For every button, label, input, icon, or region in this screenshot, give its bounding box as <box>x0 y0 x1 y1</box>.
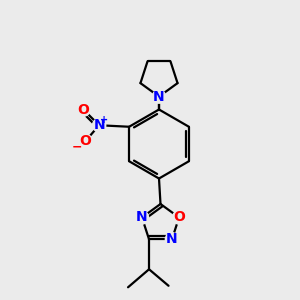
Text: O: O <box>80 134 92 148</box>
Text: O: O <box>173 211 185 224</box>
Text: −: − <box>72 140 83 153</box>
Text: N: N <box>136 211 148 224</box>
Circle shape <box>135 211 148 224</box>
Text: N: N <box>166 232 178 246</box>
Circle shape <box>79 134 92 148</box>
Circle shape <box>172 211 186 224</box>
Circle shape <box>77 103 90 116</box>
Text: N: N <box>153 90 165 104</box>
Text: +: + <box>100 115 109 125</box>
Circle shape <box>165 233 178 246</box>
Text: N: N <box>93 118 105 132</box>
Circle shape <box>152 90 166 103</box>
Circle shape <box>92 118 106 132</box>
Text: O: O <box>78 103 89 117</box>
